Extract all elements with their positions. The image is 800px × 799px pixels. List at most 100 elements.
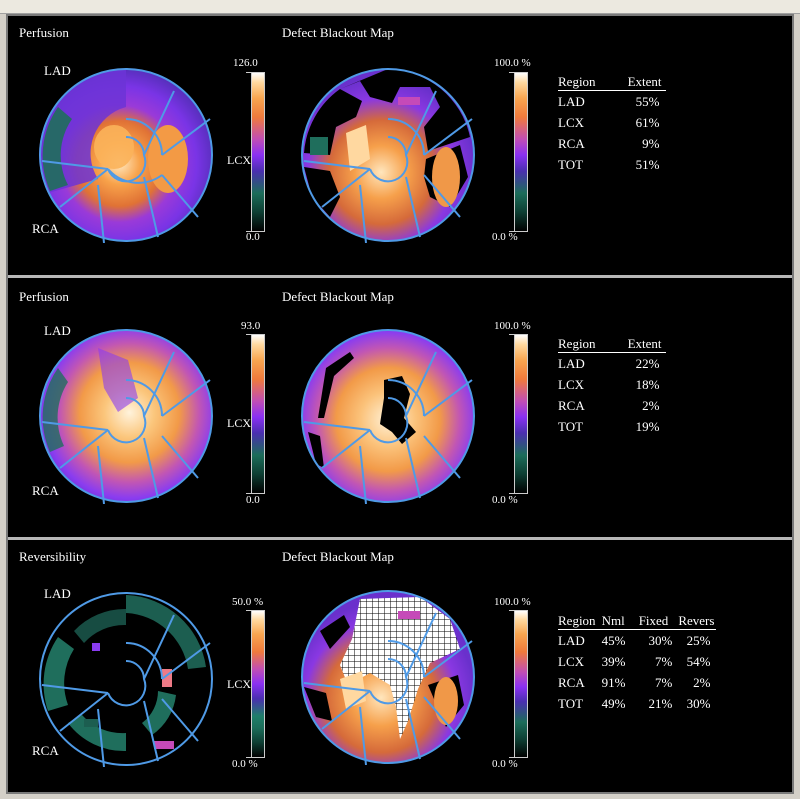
scale-tick bbox=[509, 610, 514, 611]
col-revers: Revers bbox=[678, 613, 717, 630]
left-scale-min: 0.0 bbox=[246, 231, 260, 243]
extent-cell: 2% bbox=[642, 398, 660, 413]
right-scale-max: 100.0 % bbox=[494, 320, 531, 332]
left-scale-max: 126.0 bbox=[233, 57, 258, 69]
left-color-scale-bar bbox=[251, 334, 265, 494]
revers-cell: 30% bbox=[686, 696, 711, 711]
fixed-cell: 21% bbox=[648, 696, 673, 711]
left-scale-max: 93.0 bbox=[241, 320, 261, 332]
right-scale-min: 0.0 % bbox=[492, 758, 518, 770]
extent-table: Region Extent LAD 22% LCX 18% RCA 2% TOT 19% bbox=[558, 336, 666, 437]
revers-cell: 2% bbox=[693, 675, 711, 690]
table-row: LCX 39% 7% 54% bbox=[558, 651, 716, 672]
perfusion-polar-map bbox=[39, 329, 213, 504]
col-region: Region bbox=[558, 613, 602, 630]
fixed-cell: 30% bbox=[648, 633, 673, 648]
label-lcx: LCX bbox=[227, 153, 251, 167]
region-cell: TOT bbox=[558, 696, 584, 711]
right-color-scale-bar bbox=[514, 72, 528, 232]
left-scale-min: 0.0 % bbox=[232, 758, 258, 770]
region-cell: RCA bbox=[558, 398, 585, 413]
col-nml: Nml bbox=[601, 613, 639, 630]
col-fixed: Fixed bbox=[638, 613, 679, 630]
label-lad: LAD bbox=[44, 323, 71, 338]
extent-cell: 18% bbox=[635, 377, 660, 392]
region-cell: RCA bbox=[558, 675, 585, 690]
label-rca: RCA bbox=[32, 221, 59, 236]
left-color-scale-bar bbox=[251, 610, 265, 758]
region-cell: TOT bbox=[558, 419, 584, 434]
extent-cell: 61% bbox=[635, 115, 660, 130]
nml-cell: 49% bbox=[601, 696, 626, 711]
table-header-row: Region Extent bbox=[558, 336, 666, 353]
col-region: Region bbox=[558, 336, 628, 353]
region-cell: LAD bbox=[558, 94, 585, 109]
region-cell: TOT bbox=[558, 157, 584, 172]
label-rca: RCA bbox=[32, 743, 59, 758]
nml-cell: 39% bbox=[601, 654, 626, 669]
region-cell: LAD bbox=[558, 633, 585, 648]
nml-cell: 45% bbox=[601, 633, 626, 648]
scale-tick bbox=[509, 72, 514, 73]
defect-blackout-polar-map bbox=[301, 68, 475, 243]
col-extent: Extent bbox=[627, 74, 666, 91]
col-region: Region bbox=[558, 74, 628, 91]
right-scale-min: 0.0 % bbox=[492, 494, 518, 506]
revers-cell: 25% bbox=[686, 633, 711, 648]
panel-divider bbox=[8, 537, 792, 540]
extent-cell: 9% bbox=[642, 136, 660, 151]
right-color-scale-bar bbox=[514, 610, 528, 758]
panel-rest-perfusion: Perfusion Defect Blackout Map LAD RCA LC… bbox=[8, 278, 792, 537]
region-cell: LCX bbox=[558, 115, 584, 130]
label-lad: LAD bbox=[44, 586, 71, 601]
label-rca: RCA bbox=[32, 483, 59, 498]
panel-right-title: Defect Blackout Map bbox=[282, 289, 394, 304]
fixed-cell: 7% bbox=[654, 675, 673, 690]
label-lcx: LCX bbox=[227, 677, 251, 691]
scale-tick bbox=[509, 493, 514, 494]
extent-cell: 51% bbox=[635, 157, 660, 172]
scale-tick bbox=[246, 334, 251, 335]
table-row: TOT 49% 21% 30% bbox=[558, 693, 716, 714]
panel-right-title: Defect Blackout Map bbox=[282, 25, 394, 40]
table-row: RCA 91% 7% 2% bbox=[558, 672, 716, 693]
table-row: LAD 55% bbox=[558, 91, 666, 113]
col-extent: Extent bbox=[627, 336, 666, 353]
table-row: RCA 2% bbox=[558, 395, 666, 416]
table-row: RCA 9% bbox=[558, 133, 666, 154]
extent-cell: 19% bbox=[635, 419, 660, 434]
table-header-row: Region Nml Fixed Revers bbox=[558, 613, 717, 630]
left-scale-max: 50.0 % bbox=[232, 596, 264, 608]
scale-tick bbox=[509, 334, 514, 335]
region-cell: LAD bbox=[558, 356, 585, 371]
nml-cell: 91% bbox=[601, 675, 626, 690]
scale-tick bbox=[509, 231, 514, 232]
extent-table: Region Extent LAD 55% LCX 61% RCA 9% TOT 51% bbox=[558, 74, 666, 175]
region-cell: RCA bbox=[558, 136, 585, 151]
label-lcx: LCX bbox=[227, 416, 251, 430]
reversibility-polar-map bbox=[39, 592, 213, 767]
table-row: TOT 19% bbox=[558, 416, 666, 437]
region-cell: LCX bbox=[558, 654, 584, 669]
extent-cell: 55% bbox=[635, 94, 660, 109]
polar-map-frame: Perfusion Defect Blackout Map LAD RCA LC… bbox=[6, 14, 794, 794]
table-header-row: Region Extent bbox=[558, 74, 666, 91]
panel-left-title: Reversibility bbox=[19, 549, 87, 564]
scale-tick bbox=[246, 610, 251, 611]
fixed-cell: 7% bbox=[654, 654, 673, 669]
left-scale-min: 0.0 bbox=[246, 494, 260, 506]
panel-left-title: Perfusion bbox=[19, 25, 69, 40]
panel-left-title: Perfusion bbox=[19, 289, 69, 304]
right-scale-max: 100.0 % bbox=[494, 57, 531, 69]
region-cell: LCX bbox=[558, 377, 584, 392]
right-scale-max: 100.0 % bbox=[494, 596, 531, 608]
scale-tick bbox=[246, 72, 251, 73]
panel-stress-perfusion: Perfusion Defect Blackout Map LAD RCA LC… bbox=[8, 16, 792, 275]
panel-divider bbox=[8, 275, 792, 278]
window-top-bar bbox=[0, 0, 800, 14]
panel-right-title: Defect Blackout Map bbox=[282, 549, 394, 564]
left-color-scale-bar bbox=[251, 72, 265, 232]
scale-tick bbox=[246, 493, 251, 494]
perfusion-polar-map bbox=[39, 68, 213, 243]
label-lad: LAD bbox=[44, 63, 71, 78]
